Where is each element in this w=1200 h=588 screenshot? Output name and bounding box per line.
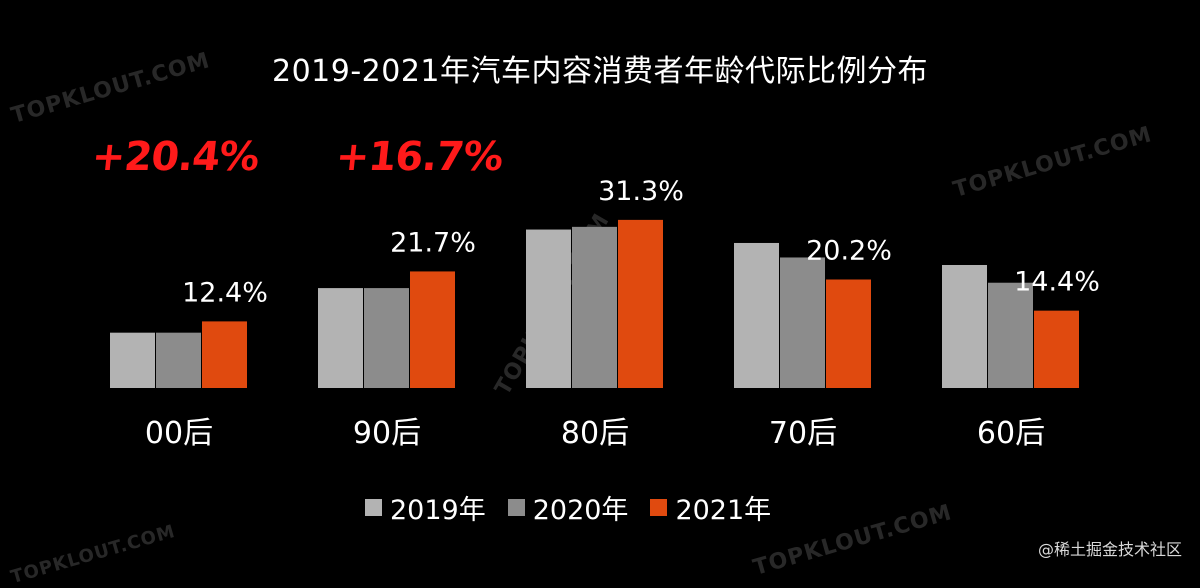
bar-80-2019 xyxy=(526,229,571,388)
bar-60-2021 xyxy=(1034,310,1079,388)
legend-item-2019: 2019年 xyxy=(365,488,486,527)
bar-80-2020 xyxy=(572,226,617,388)
bar-00-2021 xyxy=(202,321,247,388)
bar-90-2019 xyxy=(318,288,363,388)
legend-label-2020: 2020年 xyxy=(532,494,629,526)
data-label-00: 12.4% xyxy=(182,277,268,308)
category-label-80: 80后 xyxy=(561,416,629,451)
legend-swatch-2019 xyxy=(365,498,382,516)
bar-60-2020 xyxy=(988,282,1033,388)
category-label-90: 90后 xyxy=(353,416,421,451)
source-credit: @稀土掘金技术社区 xyxy=(1037,540,1182,559)
bar-80-2021 xyxy=(618,219,663,388)
bar-00-2019 xyxy=(110,332,155,388)
legend-item-2021: 2021年 xyxy=(650,488,771,527)
legend-swatch-2020 xyxy=(507,498,525,516)
legend: 2019年 2020年 2021年 xyxy=(365,487,793,527)
data-label-70: 20.2% xyxy=(806,235,892,266)
category-label-00: 00后 xyxy=(145,416,213,451)
bar-90-2020 xyxy=(364,288,409,388)
bar-70-2020 xyxy=(780,257,825,388)
legend-swatch-2021 xyxy=(650,498,668,516)
category-label-70: 70后 xyxy=(769,416,837,451)
legend-label-2021: 2021年 xyxy=(675,494,772,526)
bar-60-2019 xyxy=(942,264,987,388)
bar-70-2019 xyxy=(734,242,779,388)
chart-title: 2019-2021年汽车内容消费者年龄代际比例分布 xyxy=(271,54,929,89)
bar-00-2020 xyxy=(156,332,201,388)
data-label-80: 31.3% xyxy=(598,176,684,207)
bar-90-2021 xyxy=(410,271,455,388)
category-label-60: 60后 xyxy=(977,416,1045,451)
bar-70-2021 xyxy=(826,279,871,388)
data-label-60: 14.4% xyxy=(1014,267,1100,298)
legend-item-2020: 2020年 xyxy=(507,488,629,527)
data-label-90: 21.7% xyxy=(390,227,476,258)
legend-label-2019: 2019年 xyxy=(390,494,486,526)
